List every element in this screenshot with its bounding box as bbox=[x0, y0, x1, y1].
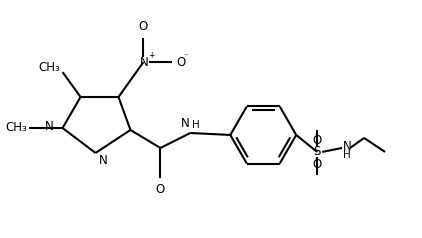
Text: O: O bbox=[313, 134, 322, 147]
Text: S: S bbox=[314, 145, 321, 159]
Text: N: N bbox=[140, 56, 149, 69]
Text: N: N bbox=[181, 117, 189, 130]
Text: H: H bbox=[343, 150, 351, 160]
Text: O: O bbox=[313, 158, 322, 171]
Text: N: N bbox=[343, 140, 352, 154]
Text: CH₃: CH₃ bbox=[39, 61, 61, 74]
Text: N: N bbox=[98, 154, 107, 167]
Text: N: N bbox=[45, 120, 54, 134]
Text: O: O bbox=[139, 20, 148, 33]
Text: H: H bbox=[192, 120, 200, 130]
Text: CH₃: CH₃ bbox=[5, 121, 27, 134]
Text: O: O bbox=[156, 183, 165, 196]
Text: ⁻: ⁻ bbox=[184, 52, 188, 61]
Text: +: + bbox=[149, 51, 155, 60]
Text: O: O bbox=[176, 56, 186, 69]
